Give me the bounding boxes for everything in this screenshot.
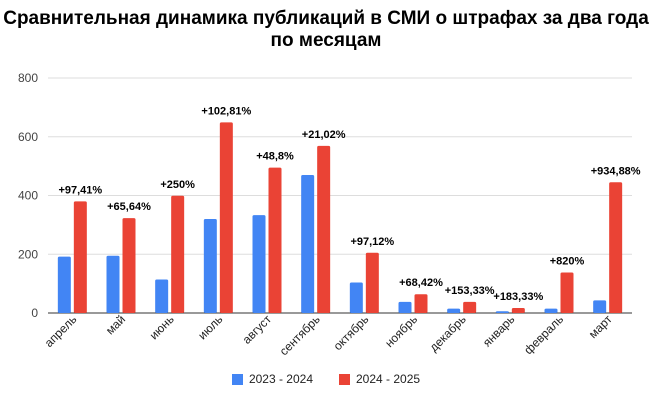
bar-series-1: [544, 308, 558, 313]
x-tick-label: декабрь: [427, 312, 469, 354]
bar-series-2: [73, 201, 87, 313]
x-tick-label: октябрь: [331, 312, 372, 353]
bar-series-2: [511, 308, 525, 313]
data-label: +68,42%: [399, 277, 443, 289]
x-tick-label: январь: [480, 312, 517, 349]
data-label: +21,02%: [302, 129, 346, 141]
bar-series-2: [560, 272, 574, 313]
bar-series-1: [593, 300, 607, 313]
bar-series-2: [171, 195, 185, 313]
x-tick-label: июль: [195, 312, 225, 342]
data-label: +820%: [550, 255, 585, 267]
x-tick-label: апрель: [42, 312, 80, 350]
y-tick-label: 0: [31, 306, 38, 320]
legend-item-series-1: 2023 - 2024: [231, 372, 313, 386]
data-label: +65,64%: [107, 201, 151, 213]
legend-item-series-2: 2024 - 2025: [339, 372, 420, 386]
x-tick-label: май: [103, 312, 128, 337]
legend-swatch-series-1: [231, 373, 243, 385]
bar-series-1: [398, 301, 412, 313]
x-tick-label: август: [240, 312, 275, 347]
bar-series-2: [317, 145, 331, 313]
bar-series-1: [447, 308, 461, 313]
bar-series-1: [252, 215, 266, 313]
data-label: +97,12%: [350, 236, 394, 248]
bar-series-1: [349, 282, 363, 313]
bar-series-1: [106, 255, 120, 313]
bar-series-2: [268, 167, 282, 313]
data-label: +153,33%: [445, 285, 495, 297]
legend-label-series-1: 2023 - 2024: [248, 372, 313, 386]
bar-series-1: [301, 174, 315, 313]
legend-label-series-2: 2024 - 2025: [356, 372, 421, 386]
data-label: +48,8%: [256, 151, 294, 163]
bar-series-2: [609, 182, 623, 313]
y-tick-label: 400: [18, 189, 38, 203]
x-tick-label: сентябрь: [277, 312, 323, 358]
legend-swatch-series-2: [339, 373, 350, 385]
data-label: +102,81%: [201, 105, 251, 117]
data-label: +250%: [160, 179, 195, 191]
bar-series-2: [365, 252, 379, 313]
bar-series-1: [495, 311, 509, 313]
bar-series-1: [203, 219, 217, 313]
legend: 2023 - 2024 2024 - 2025: [0, 372, 652, 386]
y-tick-label: 600: [18, 130, 38, 144]
data-label: +183,33%: [493, 291, 543, 303]
chart-title: Сравнительная динамика публикаций в СМИ …: [3, 8, 649, 51]
data-label: +97,41%: [58, 184, 102, 196]
y-tick-label: 800: [18, 71, 38, 85]
x-tick-label: март: [586, 312, 615, 341]
x-tick-label: февраль: [521, 312, 566, 357]
bar-series-2: [463, 301, 477, 313]
bar-series-2: [219, 122, 233, 313]
bar-series-1: [155, 279, 169, 313]
y-tick-label: 200: [18, 247, 38, 261]
bar-series-2: [414, 294, 428, 313]
bar-series-2: [122, 218, 136, 313]
x-tick-label: июнь: [147, 312, 177, 342]
bar-series-1: [57, 256, 71, 313]
data-label: +934,88%: [591, 165, 641, 177]
x-tick-label: ноябрь: [382, 312, 420, 350]
